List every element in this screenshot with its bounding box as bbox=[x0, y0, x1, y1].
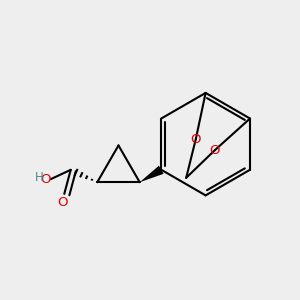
Text: O: O bbox=[40, 172, 51, 186]
Text: O: O bbox=[58, 196, 68, 209]
Text: H: H bbox=[35, 171, 44, 184]
Text: O: O bbox=[210, 144, 220, 157]
Text: O: O bbox=[190, 133, 201, 146]
Polygon shape bbox=[140, 166, 164, 182]
